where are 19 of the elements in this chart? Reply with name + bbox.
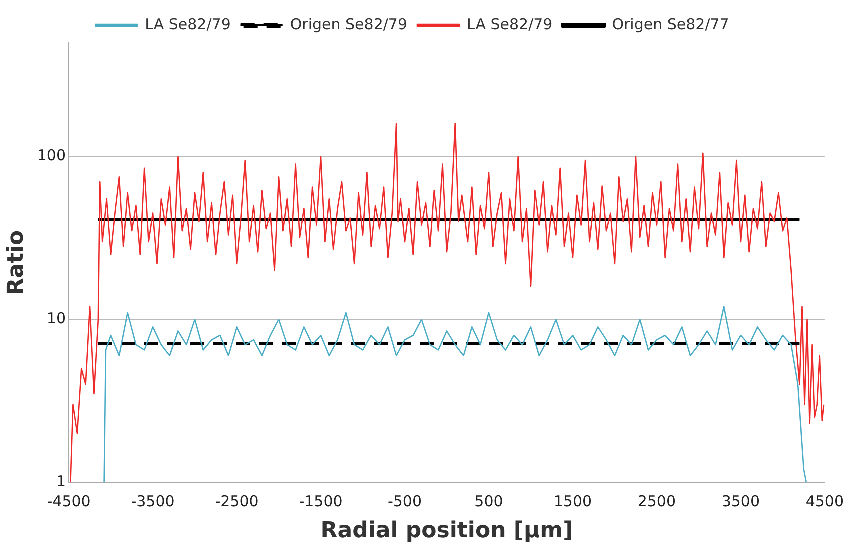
x-tick-label: -2500 bbox=[215, 492, 259, 510]
x-tick-label: -1500 bbox=[299, 492, 343, 510]
y-axis-title: Ratio bbox=[4, 230, 29, 296]
x-tick-label: -4500 bbox=[47, 492, 91, 510]
legend-label: LA Se82/79 bbox=[145, 15, 231, 34]
x-tick-label: 2500 bbox=[638, 492, 676, 510]
legend-label: Origen Se82/77 bbox=[612, 15, 730, 34]
x-tick-label: 3500 bbox=[722, 492, 760, 510]
y-tick-label: 100 bbox=[37, 146, 66, 165]
legend-label: LA Se82/79 bbox=[467, 15, 553, 34]
legend-label: Origen Se82/79 bbox=[290, 15, 408, 34]
x-tick-label: 1500 bbox=[554, 492, 592, 510]
y-tick-label: 1 bbox=[56, 472, 66, 490]
x-tick-label: -3500 bbox=[131, 492, 175, 510]
x-tick-label: 4500 bbox=[806, 492, 844, 510]
x-tick-label: -500 bbox=[388, 492, 422, 510]
x-axis-title: Radial position [µm] bbox=[320, 518, 574, 544]
y-tick-label: 10 bbox=[46, 310, 66, 328]
x-tick-label: 500 bbox=[474, 492, 504, 510]
